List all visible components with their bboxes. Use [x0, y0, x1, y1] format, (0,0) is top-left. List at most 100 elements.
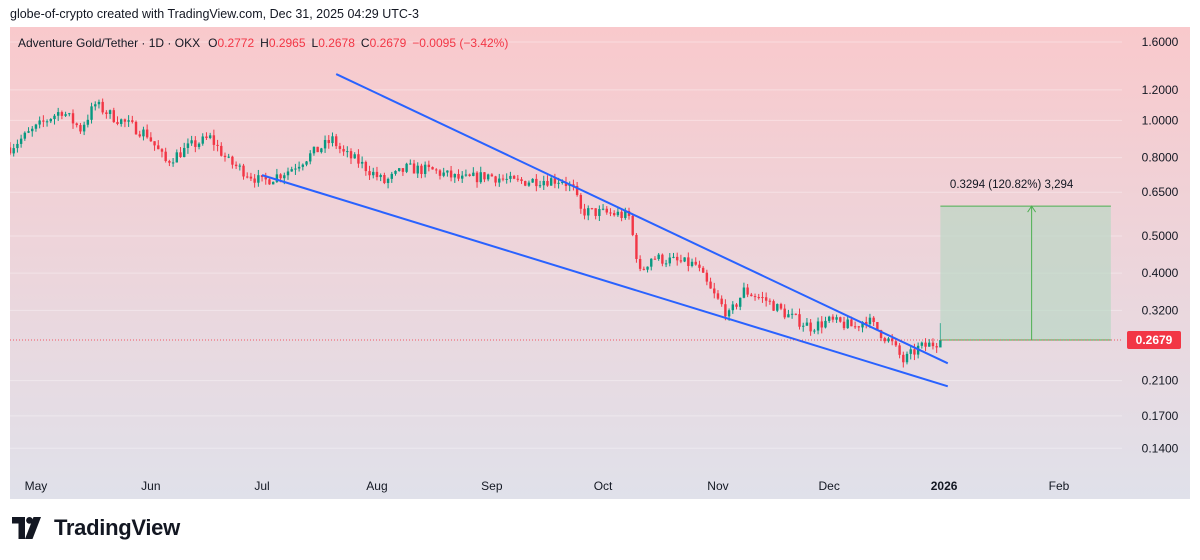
candle[interactable]: [764, 297, 768, 301]
candle[interactable]: [509, 175, 512, 179]
candle[interactable]: [208, 135, 212, 139]
candle[interactable]: [375, 171, 379, 178]
candle[interactable]: [442, 172, 445, 176]
candle[interactable]: [290, 169, 293, 172]
candle[interactable]: [10, 147, 12, 154]
candle[interactable]: [283, 175, 286, 179]
candle[interactable]: [205, 136, 208, 139]
candle[interactable]: [620, 211, 623, 218]
candle[interactable]: [416, 165, 419, 174]
trendline-lower[interactable]: [261, 174, 949, 388]
candle[interactable]: [653, 258, 657, 260]
candle[interactable]: [776, 304, 779, 311]
candle[interactable]: [805, 322, 809, 326]
candle[interactable]: [731, 304, 735, 311]
candle[interactable]: [372, 171, 375, 176]
candle[interactable]: [883, 338, 886, 342]
candle[interactable]: [94, 104, 97, 107]
candle[interactable]: [635, 234, 638, 259]
candle[interactable]: [709, 281, 712, 289]
candle[interactable]: [60, 112, 64, 116]
candle[interactable]: [90, 106, 93, 120]
candle[interactable]: [679, 260, 683, 262]
candle[interactable]: [779, 304, 783, 309]
candle[interactable]: [486, 174, 490, 180]
candle[interactable]: [479, 172, 482, 183]
candle[interactable]: [231, 156, 234, 165]
candle[interactable]: [742, 287, 746, 298]
candle[interactable]: [931, 342, 935, 347]
candle[interactable]: [186, 143, 190, 148]
candle[interactable]: [746, 287, 749, 295]
candle[interactable]: [750, 294, 753, 297]
candle[interactable]: [312, 146, 316, 154]
candle[interactable]: [220, 145, 223, 156]
candle[interactable]: [16, 143, 19, 149]
candle[interactable]: [279, 174, 282, 179]
candle[interactable]: [346, 151, 349, 153]
candle[interactable]: [134, 121, 138, 135]
candle[interactable]: [605, 208, 608, 213]
candle[interactable]: [34, 124, 38, 129]
candle[interactable]: [716, 293, 720, 299]
candle[interactable]: [201, 136, 204, 144]
candle[interactable]: [624, 211, 627, 218]
candle[interactable]: [349, 151, 353, 159]
candle[interactable]: [609, 212, 612, 214]
candle[interactable]: [924, 342, 927, 347]
candle[interactable]: [727, 310, 731, 317]
price-range-box[interactable]: [940, 206, 1111, 341]
candle[interactable]: [453, 173, 457, 178]
candle[interactable]: [757, 297, 760, 299]
candle[interactable]: [549, 178, 553, 186]
candle[interactable]: [842, 321, 846, 329]
candle[interactable]: [101, 101, 104, 113]
candle[interactable]: [590, 208, 594, 210]
candle[interactable]: [520, 179, 523, 182]
candle[interactable]: [657, 254, 660, 260]
candle[interactable]: [334, 136, 338, 147]
candle[interactable]: [357, 154, 360, 164]
candle[interactable]: [557, 182, 560, 184]
candle[interactable]: [787, 314, 790, 318]
candle[interactable]: [271, 181, 275, 185]
candle[interactable]: [531, 178, 534, 183]
candle[interactable]: [553, 178, 557, 184]
candle[interactable]: [646, 266, 649, 270]
candle[interactable]: [294, 168, 297, 170]
candle[interactable]: [579, 195, 583, 209]
candle[interactable]: [212, 135, 216, 145]
candle[interactable]: [905, 353, 909, 363]
candle[interactable]: [475, 172, 479, 183]
candle[interactable]: [772, 301, 775, 311]
candle[interactable]: [42, 120, 45, 122]
candle[interactable]: [82, 124, 86, 132]
candle[interactable]: [268, 179, 271, 185]
candle[interactable]: [286, 171, 290, 176]
candle[interactable]: [872, 317, 875, 323]
candle[interactable]: [153, 141, 156, 146]
candle[interactable]: [397, 168, 401, 171]
candle[interactable]: [894, 341, 898, 346]
candle[interactable]: [301, 164, 305, 167]
candle[interactable]: [909, 349, 912, 354]
candle[interactable]: [160, 149, 164, 152]
candle[interactable]: [112, 110, 115, 123]
candle[interactable]: [816, 321, 820, 331]
price-chart[interactable]: 0.3294 (120.82%) 3,294 0.2679 1.6000 1.200…: [10, 27, 1190, 499]
candle[interactable]: [19, 138, 23, 144]
candle[interactable]: [583, 208, 586, 216]
candle[interactable]: [820, 321, 823, 328]
candle[interactable]: [683, 257, 686, 262]
candle[interactable]: [383, 175, 386, 184]
candle[interactable]: [390, 173, 393, 179]
candle[interactable]: [768, 300, 772, 302]
candle[interactable]: [564, 181, 568, 187]
candle[interactable]: [368, 171, 371, 176]
candle[interactable]: [353, 154, 356, 159]
candle[interactable]: [423, 164, 427, 175]
candle[interactable]: [672, 256, 675, 258]
candle[interactable]: [412, 163, 416, 174]
candle[interactable]: [809, 322, 812, 332]
candle[interactable]: [853, 326, 857, 328]
